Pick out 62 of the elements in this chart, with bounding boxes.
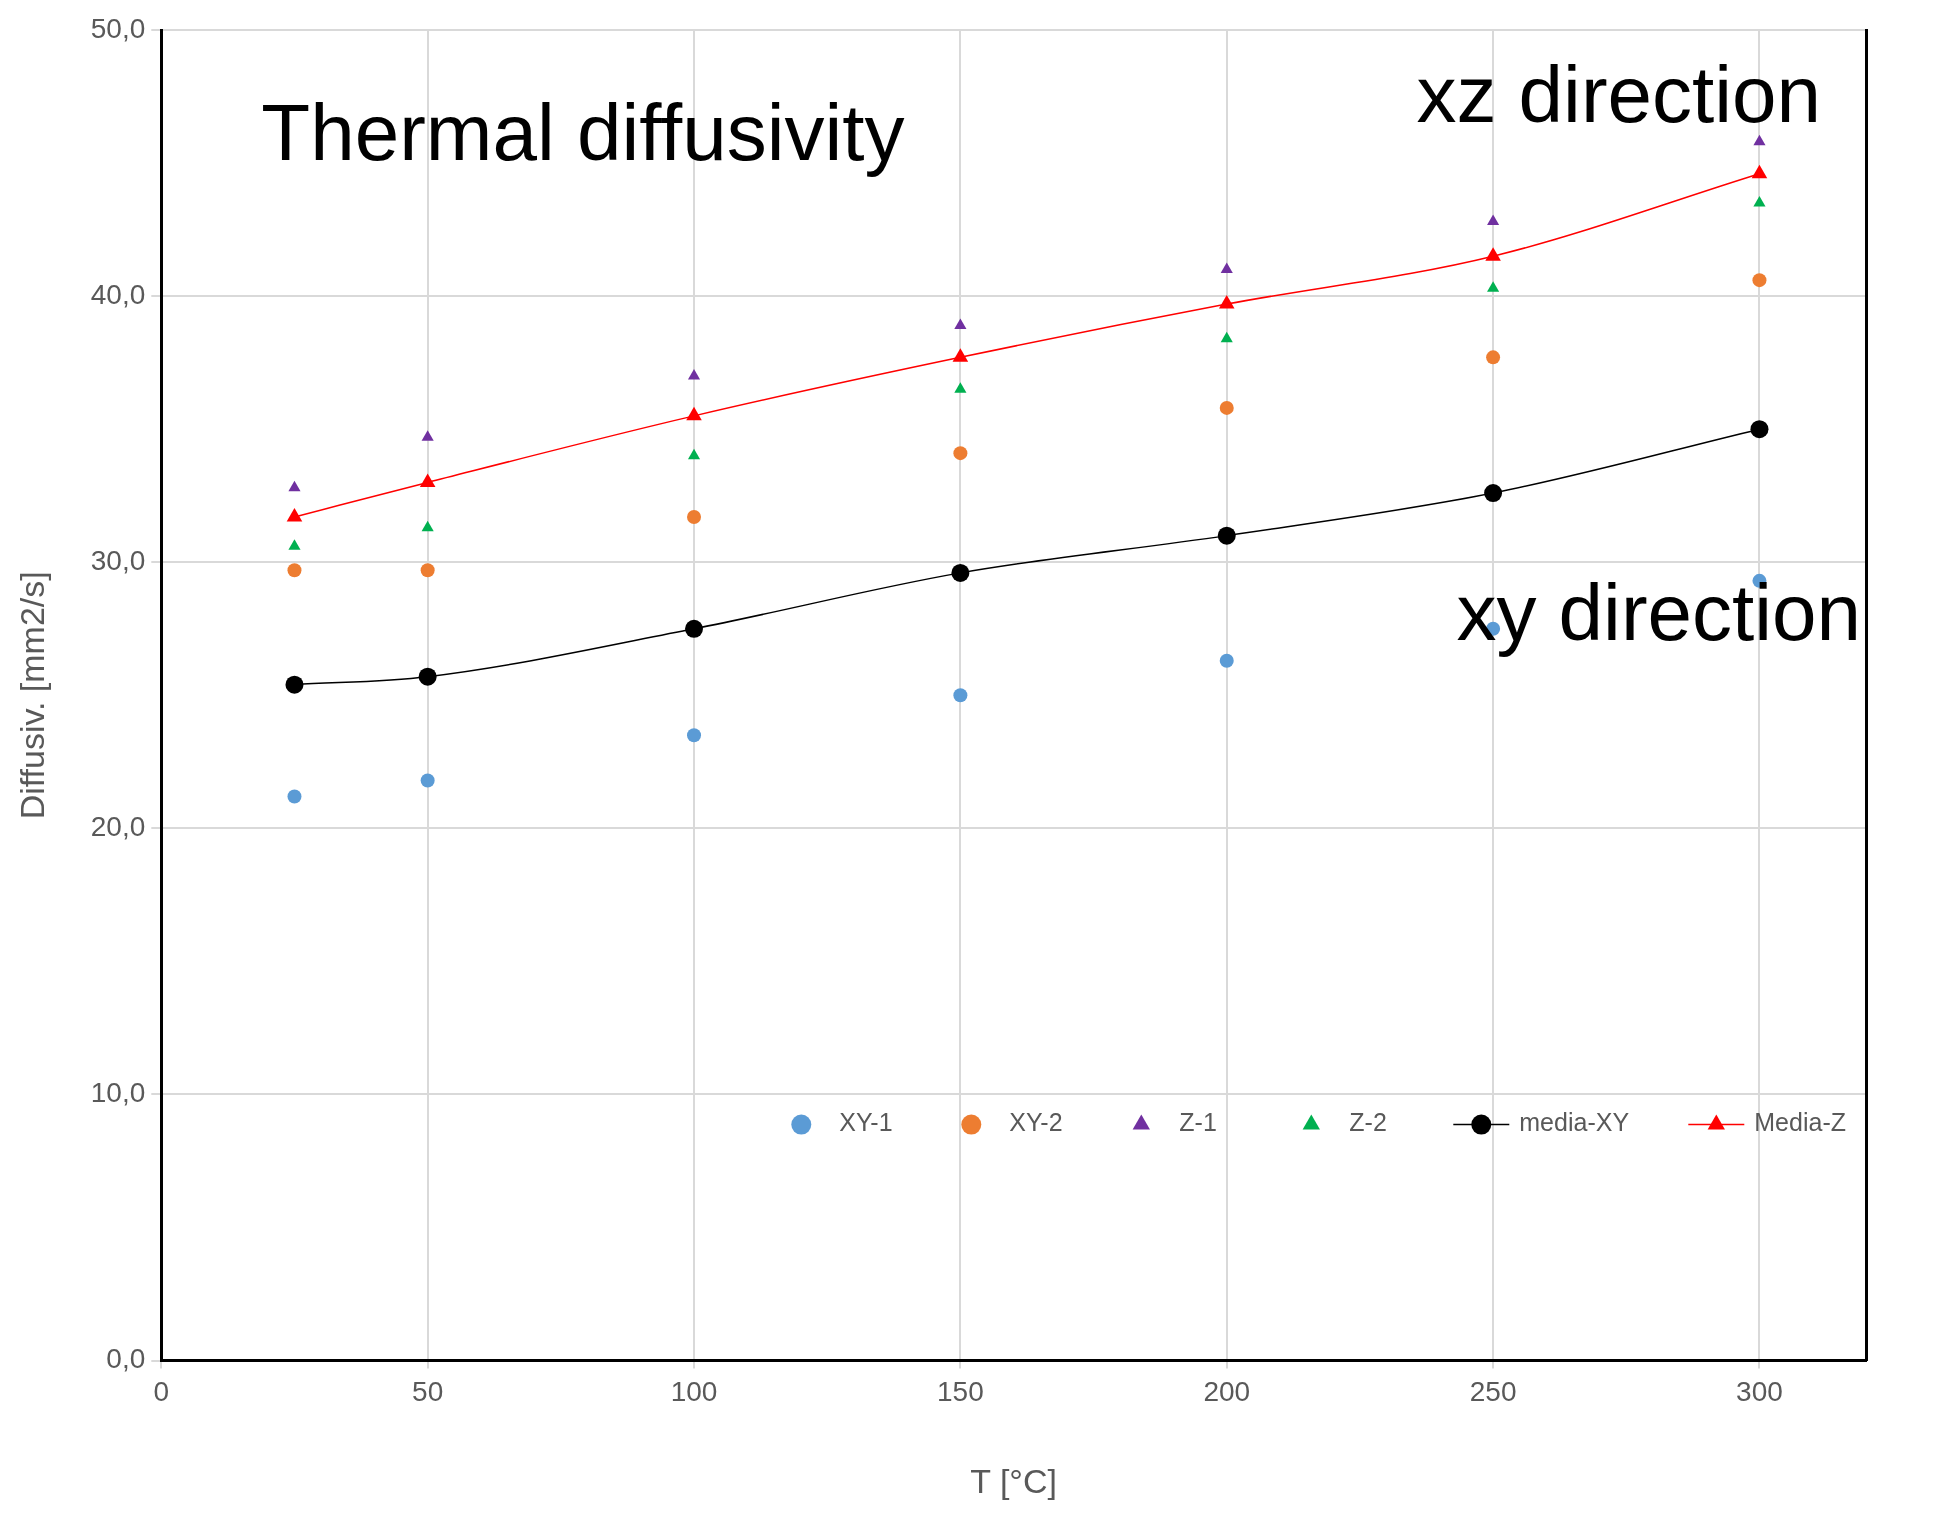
y-axis-title: Diffusiv. [mm2/s]	[12, 571, 51, 820]
point	[687, 728, 702, 743]
point	[1485, 247, 1501, 261]
point	[687, 368, 701, 380]
legend-label: XY-1	[839, 1108, 893, 1137]
point	[1753, 134, 1766, 146]
point	[1218, 295, 1235, 309]
point	[686, 406, 702, 421]
point	[288, 539, 301, 550]
point	[285, 675, 304, 694]
y-tick-label: 30,0	[90, 544, 146, 576]
point	[951, 563, 970, 582]
point	[685, 619, 704, 638]
point	[1487, 281, 1500, 292]
point	[687, 448, 701, 460]
point	[953, 688, 968, 703]
point	[287, 789, 302, 804]
point	[953, 446, 968, 461]
y-tick-label: 10,0	[90, 1077, 146, 1109]
x-tick-label: 100	[670, 1376, 718, 1408]
text: Thermal diffusivity	[261, 88, 905, 177]
point	[1750, 420, 1769, 439]
annotation: xy direction	[1456, 568, 1861, 657]
point	[1751, 164, 1768, 179]
x-tick-label: 50	[412, 1376, 444, 1408]
point	[1219, 653, 1234, 668]
point	[1486, 350, 1501, 365]
point	[687, 510, 702, 524]
legend-label: Media-Z	[1754, 1108, 1846, 1137]
x-tick-label: 300	[1736, 1376, 1783, 1408]
legend-label: XY-2	[1009, 1108, 1063, 1137]
annotation: xz direction	[1416, 50, 1821, 139]
point	[288, 480, 301, 492]
legend-label: Z-1	[1179, 1108, 1217, 1137]
y-tick-label: 40,0	[90, 278, 146, 310]
point	[420, 563, 435, 578]
legend-label: media-XY	[1519, 1108, 1630, 1137]
x-axis-title: T [°C]	[970, 1461, 1057, 1500]
point	[952, 348, 969, 362]
point	[419, 473, 436, 487]
x-tick-label: 250	[1469, 1376, 1517, 1408]
point	[1487, 214, 1500, 226]
y-tick-label: 0,0	[106, 1343, 146, 1375]
point	[954, 382, 967, 393]
point	[1484, 484, 1503, 503]
point	[1220, 331, 1233, 343]
x-tick-label: 200	[1203, 1376, 1251, 1408]
point	[286, 508, 303, 522]
x-tick-label: 0	[153, 1376, 170, 1408]
point	[1219, 400, 1234, 415]
point	[954, 318, 967, 329]
point	[421, 520, 434, 532]
point	[418, 667, 437, 686]
y-tick-label: 50,0	[90, 12, 146, 44]
x-tick-label: 150	[937, 1376, 984, 1408]
point	[420, 773, 435, 788]
point	[1220, 262, 1233, 274]
legend-label: Z-2	[1349, 1108, 1387, 1137]
y-tick-label: 20,0	[90, 811, 146, 843]
point	[421, 430, 434, 441]
point	[1217, 526, 1236, 545]
point	[287, 563, 302, 578]
